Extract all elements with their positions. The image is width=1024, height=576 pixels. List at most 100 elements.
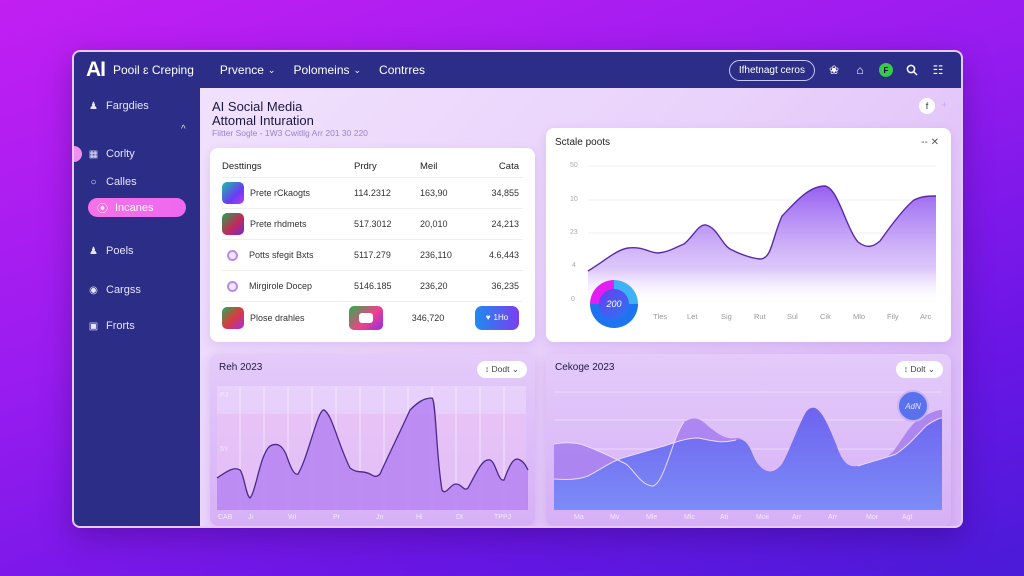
x-tick: Sul (787, 312, 798, 321)
x-tick: Let (687, 312, 698, 321)
y-tick: PJ (220, 392, 229, 399)
table-row[interactable]: Mirgirole Docep 5146.185 236,20 36,235 (222, 271, 523, 302)
grid-menu-icon[interactable]: ☷ (932, 63, 944, 77)
users-icon: ♟ (89, 100, 98, 112)
reh-2023-chart-card: Reh 2023 ↕ Dodt ⌄ PJ 5Y CAB Ji Wi Pr Jn … (210, 354, 535, 526)
search-icon[interactable] (905, 63, 919, 77)
x-tick: Wi (288, 514, 297, 521)
x-tick: Tles (653, 312, 668, 321)
avatar (222, 213, 244, 235)
y-tick: 50 (570, 162, 578, 169)
status-dot-icon (227, 249, 238, 261)
sidebar-item-corlty[interactable]: ▦ Corlty (88, 148, 135, 160)
profile-badge-icon[interactable]: F (879, 63, 893, 77)
sidebar-item-frorts[interactable]: ▣ Frorts (88, 320, 135, 332)
plus-icon[interactable]: + (941, 100, 947, 110)
badge-icon: ⦿ (97, 202, 108, 215)
x-tick: Mlo (853, 312, 866, 321)
column-header[interactable]: Meil (420, 161, 438, 172)
cell: 5146.185 (354, 281, 392, 291)
x-tick: Pr (333, 514, 340, 521)
period-dropdown[interactable]: ↕ Dodt ⌄ (476, 361, 527, 378)
chart-title: Cekoge 2023 (555, 362, 615, 373)
x-tick: Ati (720, 514, 729, 521)
nav-item-polomeins[interactable]: Polomeins ⌄ (293, 63, 361, 77)
donut-chart[interactable]: 200 (590, 280, 638, 328)
y-tick: 23 (570, 229, 578, 236)
row-name: Prete rCkaogts (250, 188, 311, 198)
home-icon[interactable]: ⌂ (856, 63, 864, 77)
heart-pill-button[interactable]: ♥ 1Ho (475, 305, 519, 330)
x-tick: Mle (646, 514, 658, 521)
page-subtitle: Fiitter Sogle - 1W3 Cwitllg Arr 201 30 2… (212, 128, 368, 138)
highlight-bubble[interactable]: AdN (897, 390, 929, 422)
x-tick: Agt (902, 514, 913, 521)
sidebar-item-cargss[interactable]: ◉ Cargss (88, 284, 141, 296)
sidebar-item-calles[interactable]: ○ Calles (88, 176, 136, 188)
table-row[interactable]: Plose drahles 346,720 ♥ 1Ho (222, 302, 523, 333)
cekoge-2023-chart-card: Cekoge 2023 ↕ Dolt ⌄ (546, 354, 951, 526)
cell: 36,235 (491, 281, 519, 291)
row-name: Prete rhdmets (250, 219, 307, 229)
nav-item-contrres[interactable]: Contrres (379, 63, 425, 77)
collapse-chevron-icon[interactable]: ^ (181, 124, 186, 135)
chart-title: Sctale poots (555, 137, 611, 148)
x-tick: CAB (218, 514, 233, 521)
x-tick: Jn (376, 514, 384, 521)
column-header[interactable]: Desttings (222, 161, 262, 172)
cell: 346,720 (411, 312, 445, 323)
avatar (222, 306, 244, 329)
cell: 114.2312 (354, 188, 391, 198)
x-tick: Sig (721, 312, 732, 321)
sidebar-item-label: Poels (106, 245, 134, 257)
sidebar-item-label: Frorts (106, 320, 135, 332)
cell: 517.3012 (354, 219, 392, 229)
sidebar-item-label: Incanes (115, 201, 154, 214)
table-row[interactable]: Prete rhdmets 517.3012 20,010 24,213 (222, 209, 523, 240)
nav-label: Polomeins (293, 63, 350, 77)
multi-area-chart (553, 391, 943, 510)
x-tick: Arr (828, 514, 838, 521)
nav-item-prvence[interactable]: Prvence ⌄ (220, 63, 276, 77)
dropdown-label: Dodt (491, 364, 510, 374)
column-header[interactable]: Prdry (354, 161, 377, 172)
sidebar-item-poels[interactable]: ♟ Poels (88, 245, 134, 257)
clipboard-icon: ▣ (88, 320, 99, 332)
sidebar-handle[interactable] (74, 146, 82, 162)
main-content: AI Social Media Attomal Inturation Fiitt… (200, 88, 961, 526)
x-tick: Mlc (684, 514, 695, 521)
table-row[interactable]: Prete rCkaogts 114.2312 163,90 34,855 (222, 178, 523, 209)
status-dot-icon (227, 280, 238, 292)
app-avatar (222, 182, 244, 204)
x-tick: Dt (456, 514, 463, 521)
x-tick: Moii (756, 514, 769, 521)
page-title: AI Social Media Attomal Inturation (212, 100, 314, 128)
title-line-1: AI Social Media (212, 99, 303, 114)
cell: 34,855 (491, 188, 519, 198)
info-button[interactable]: f (919, 98, 935, 114)
topbar-actions: Ifhetnagt ceros ❀ ⌂ F ☷ (728, 59, 945, 81)
sidebar-item-fargdies[interactable]: ♟ Fargdies (88, 100, 149, 112)
column-header[interactable]: Cata (498, 161, 519, 172)
y-tick: 4 (572, 262, 576, 269)
cell: 163,90 (420, 188, 448, 198)
chevron-down-icon: ⌄ (509, 364, 519, 374)
chat-app-icon[interactable] (348, 305, 383, 330)
period-dropdown[interactable]: ↕ Dolt ⌄ (895, 361, 943, 378)
sidebar-item-incanes[interactable]: ⦿ Incanes (88, 198, 186, 217)
card-close-controls[interactable]: -- ✕ (921, 137, 939, 148)
brain-icon[interactable]: ❀ (828, 63, 840, 77)
x-tick: Ji (248, 514, 254, 521)
globe-icon: ◉ (89, 284, 98, 296)
table-row[interactable]: Potts sfegit Bxts 5117.279 236,110 4.6,4… (222, 240, 523, 271)
chevron-down-icon: ⌄ (267, 64, 276, 75)
area-chart (587, 165, 937, 306)
x-tick: Ma (574, 514, 584, 521)
x-tick: Rut (754, 312, 766, 321)
cell: 236,110 (420, 250, 452, 260)
chart-title: Reh 2023 (219, 362, 263, 373)
x-tick: Arr (792, 514, 802, 521)
cell: 236,20 (420, 281, 448, 291)
heart-icon: ♥ (485, 313, 491, 322)
action-pill-button[interactable]: Ifhetnagt ceros (728, 59, 815, 81)
